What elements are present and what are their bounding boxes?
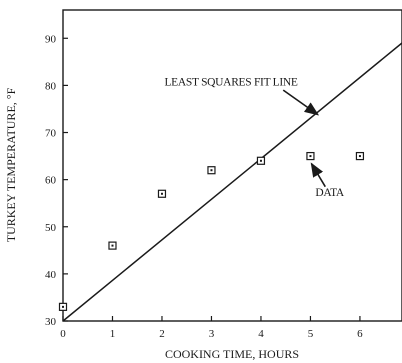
data-point-dot — [160, 192, 163, 195]
x-tick-label: 0 — [60, 328, 66, 340]
data-point-dot — [358, 155, 361, 158]
x-tick-label: 4 — [258, 328, 264, 340]
annotations: LEAST SQUARES FIT LINE DATA — [164, 76, 345, 199]
fit-line-layer — [62, 42, 402, 322]
y-tick-label: 80 — [45, 80, 57, 92]
data-point — [58, 302, 68, 311]
data-point-dot — [210, 169, 213, 172]
annotation-fit-arrow — [282, 89, 320, 116]
data-point — [157, 189, 167, 198]
data-point — [108, 241, 117, 250]
y-tick-label: 90 — [45, 33, 57, 45]
y-axis-ticks: 30 40 50 60 70 80 90 — [45, 33, 68, 328]
x-axis-ticks: 0 1 2 3 4 5 6 — [60, 316, 363, 340]
y-tick-label: 70 — [45, 128, 57, 140]
x-tick-label: 2 — [159, 328, 165, 340]
data-point-dot — [111, 244, 114, 247]
y-tick-label: 30 — [45, 316, 57, 328]
x-axis-label: COOKING TIME, HOURS — [165, 347, 299, 361]
x-tick-label: 6 — [357, 328, 363, 340]
data-point — [256, 156, 266, 165]
plot-frame — [62, 9, 402, 322]
annotation-data-arrow — [310, 162, 326, 188]
data-point-dot — [62, 305, 64, 308]
least-squares-fit-line — [62, 42, 402, 322]
data-points — [58, 151, 365, 311]
annotation-fit-label: LEAST SQUARES FIT LINE — [164, 76, 297, 88]
y-axis-label: TURKEY TEMPERATURE, °F — [4, 87, 18, 242]
annotation-data-label: DATA — [315, 187, 345, 199]
data-point — [306, 151, 315, 161]
x-tick-label: 5 — [308, 328, 314, 340]
data-point-dot — [309, 155, 312, 158]
x-tick-label: 3 — [209, 328, 215, 340]
y-tick-label: 40 — [45, 269, 57, 281]
y-tick-label: 50 — [45, 222, 57, 234]
data-point — [355, 151, 365, 161]
x-tick-label: 1 — [110, 328, 116, 340]
y-tick-label: 60 — [45, 175, 57, 187]
data-point — [207, 166, 216, 175]
data-point-dot — [259, 159, 262, 162]
